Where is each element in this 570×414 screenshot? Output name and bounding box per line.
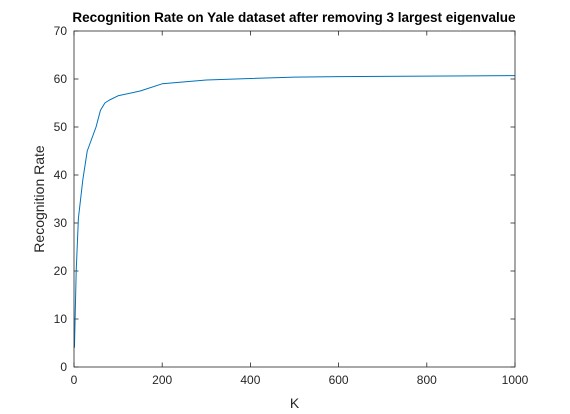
chart-title: Recognition Rate on Yale dataset after r… bbox=[72, 10, 516, 25]
plot-area bbox=[74, 31, 515, 367]
y-tick-label: 50 bbox=[54, 120, 68, 134]
y-tick-label: 40 bbox=[54, 168, 68, 182]
y-tick-label: 70 bbox=[54, 24, 68, 38]
x-tick-label: 400 bbox=[240, 373, 260, 387]
y-tick-label: 20 bbox=[54, 264, 68, 278]
x-tick-label: 800 bbox=[417, 373, 437, 387]
y-tick-label: 30 bbox=[54, 216, 68, 230]
x-tick-label: 0 bbox=[71, 373, 78, 387]
x-axis-label: K bbox=[290, 395, 300, 411]
y-tick-label: 0 bbox=[60, 360, 67, 374]
y-axis-label: Recognition Rate bbox=[31, 145, 47, 253]
x-tick-label: 200 bbox=[152, 373, 172, 387]
y-tick-label: 60 bbox=[54, 72, 68, 86]
y-tick-labels: 0 10 20 30 40 50 60 70 bbox=[54, 24, 68, 374]
x-tick-labels: 0 200 400 600 800 1000 bbox=[71, 373, 529, 387]
x-tick-label: 600 bbox=[329, 373, 349, 387]
y-tick-label: 10 bbox=[54, 312, 68, 326]
series-layer bbox=[73, 75, 516, 348]
x-tick-label: 1000 bbox=[502, 373, 529, 387]
axes-box bbox=[73, 30, 516, 368]
series-line bbox=[73, 75, 516, 348]
